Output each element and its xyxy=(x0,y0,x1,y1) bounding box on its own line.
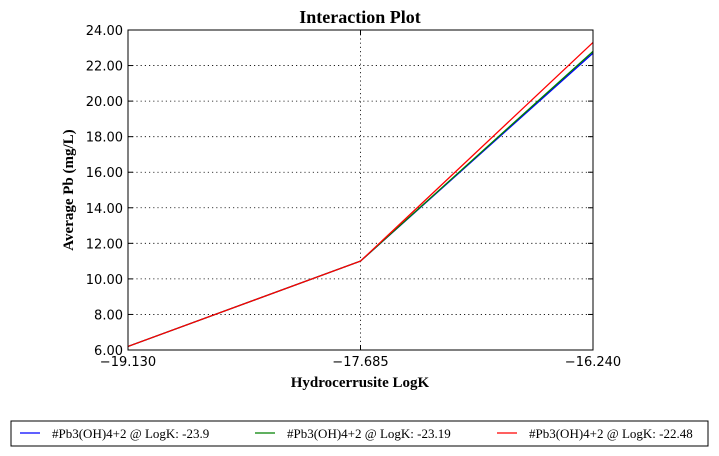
grid xyxy=(128,30,593,350)
y-tick-label: 24.00 xyxy=(86,24,123,39)
legend-label-2: #Pb3(OH)4+2 @ LogK: -23.19 xyxy=(287,426,451,441)
x-axis-label: Hydrocerrusite LogK xyxy=(291,375,430,391)
legend-frame xyxy=(10,420,709,447)
y-tick-label: 8.00 xyxy=(94,308,123,323)
y-axis-label: Average Pb (mg/L) xyxy=(61,129,77,250)
x-tick-label: −16.240 xyxy=(565,355,621,370)
y-tick-label: 6.00 xyxy=(94,344,123,359)
y-tick-label: 18.00 xyxy=(86,131,123,146)
y-tick-label: 12.00 xyxy=(86,237,123,252)
y-axis-ticks: 6.00 8.00 10.00 12.00 14.00 16.00 18.00 20.00 22… xyxy=(86,24,593,359)
x-tick-label: −17.685 xyxy=(332,355,388,370)
series-lines xyxy=(127,41,594,348)
series-line-1 xyxy=(127,52,594,348)
legend-label-1: #Pb3(OH)4+2 @ LogK: -23.9 xyxy=(52,426,209,441)
y-tick-label: 14.00 xyxy=(86,202,123,217)
y-tick-label: 16.00 xyxy=(86,166,123,181)
legend-label-3: #Pb3(OH)4+2 @ LogK: -22.48 xyxy=(529,426,693,441)
legend: #Pb3(OH)4+2 @ LogK: -23.9 #Pb3(OH)4+2 @ L… xyxy=(10,420,709,447)
y-tick-label: 22.00 xyxy=(86,60,123,75)
series-line-3 xyxy=(127,41,594,348)
y-tick-label: 20.00 xyxy=(86,95,123,110)
chart-title: Interaction Plot xyxy=(299,7,420,27)
y-tick-label: 10.00 xyxy=(86,273,123,288)
x-axis-ticks: −19.130 −17.685 −16.240 xyxy=(100,30,621,370)
x-tick-label: −19.130 xyxy=(100,355,156,370)
